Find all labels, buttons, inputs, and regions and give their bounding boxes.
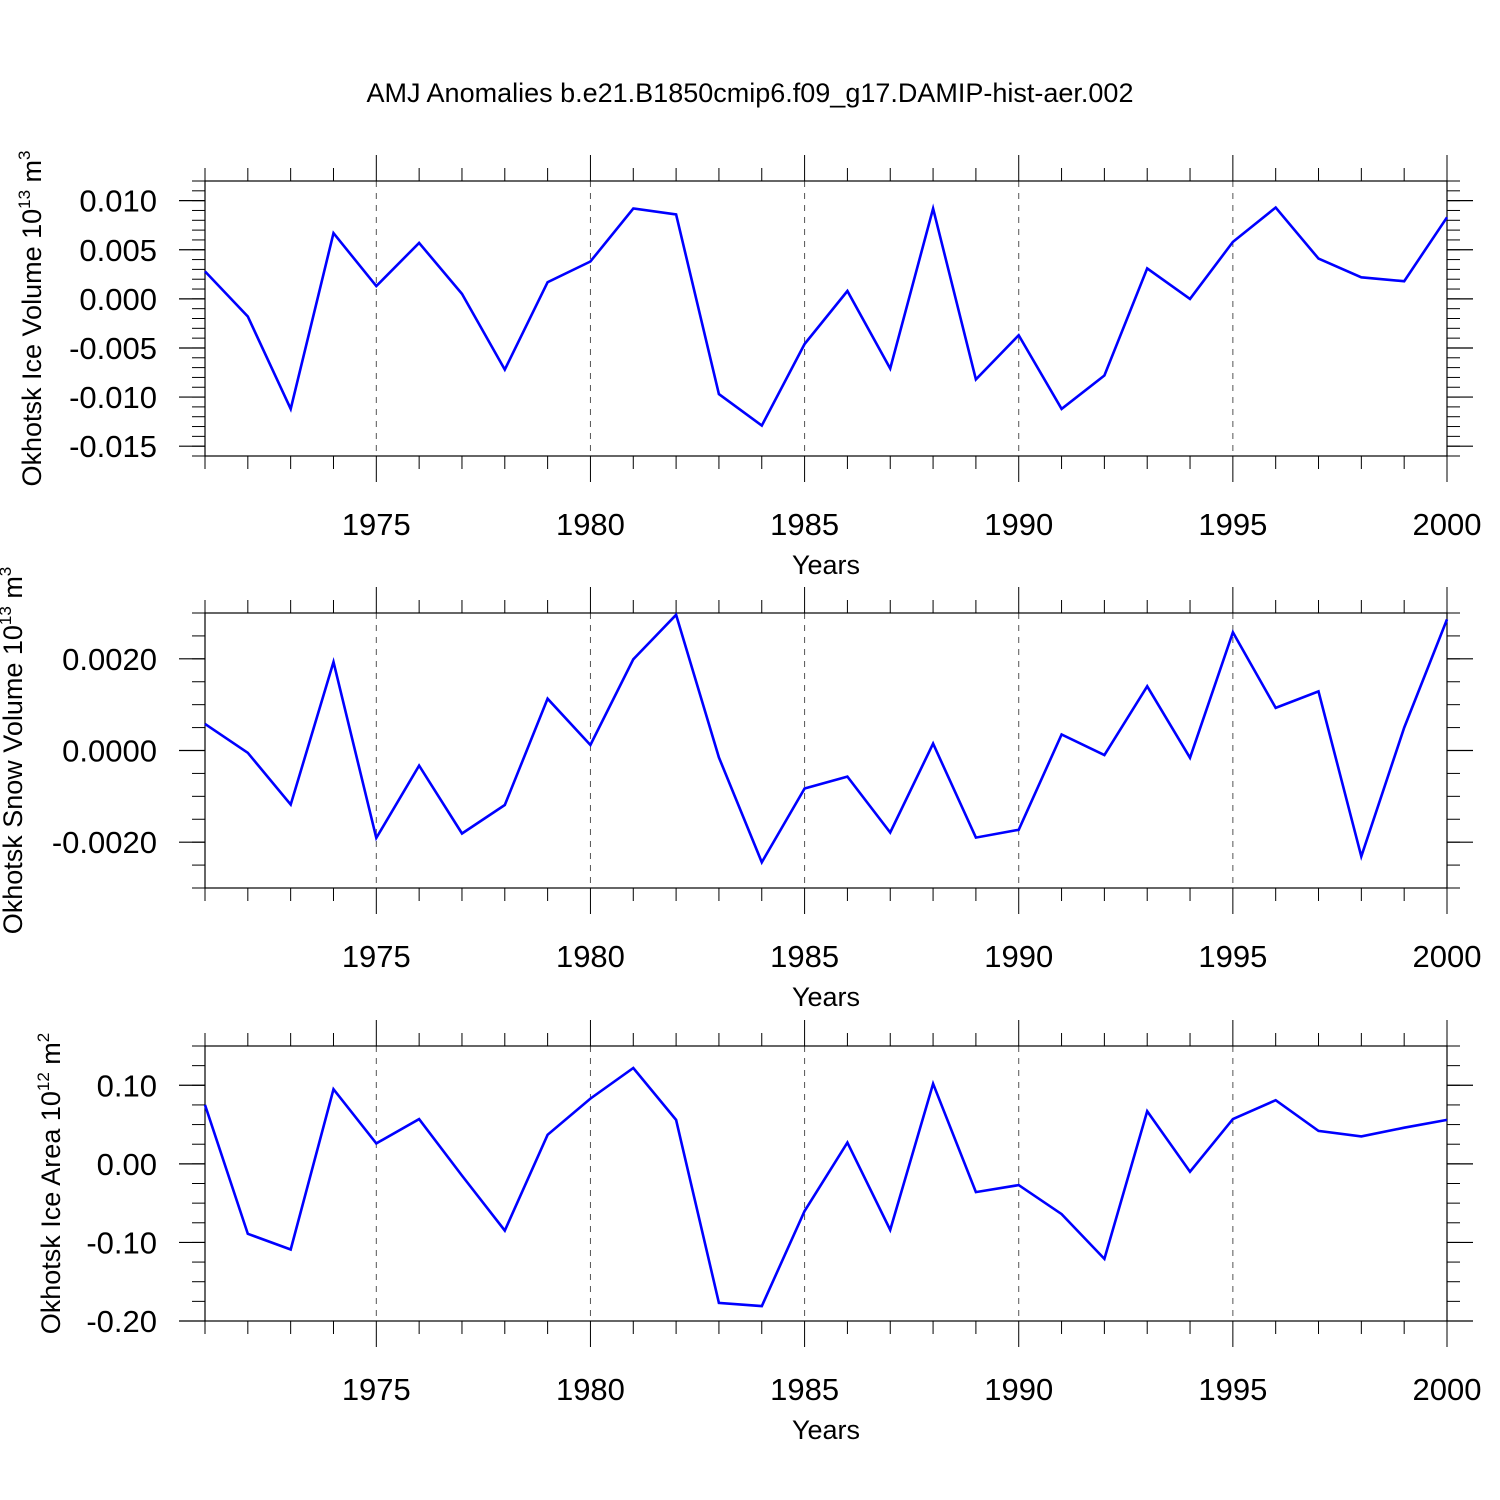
x-tick-label: 1995: [1198, 507, 1267, 542]
x-tick-label: 1975: [342, 507, 411, 542]
x-tick-label: 1990: [984, 939, 1053, 974]
y-tick-label: 0.0000: [62, 734, 157, 769]
series-line-ice-area: [203, 1066, 1448, 1308]
x-tick-label: 1975: [342, 1372, 411, 1407]
series-line-ice-volume: [204, 203, 1449, 428]
x-axis-title: Years: [792, 1415, 860, 1445]
panel-ice-area: 0.10 0.00 -0.10 -0.20 1975 1980 1985 1990 1995 20…: [34, 1020, 1481, 1445]
x-tick-label: 1985: [770, 507, 839, 542]
y-axis-title: Okhotsk Ice Area 1012 m2: [34, 1033, 66, 1335]
plot-frame: [204, 612, 1448, 889]
x-tick-label: 1980: [556, 939, 625, 974]
x-tick-label: 1980: [556, 1372, 625, 1407]
x-tick-label: 1995: [1198, 939, 1267, 974]
panel-snow-volume: 0.0020 0.0000 -0.0020 1975 1980 1985 1990 1995 2…: [0, 567, 1481, 1012]
x-tick-label: 2000: [1413, 1372, 1482, 1407]
y-tick-label: 0.005: [79, 233, 157, 268]
series-line-snow-volume: [204, 612, 1449, 866]
x-tick-label: 2000: [1413, 507, 1482, 542]
y-tick-label: 0.000: [79, 282, 157, 317]
x-tick-label: 1995: [1198, 1372, 1267, 1407]
y-tick-label: -0.005: [69, 331, 157, 366]
x-axis-title: Years: [792, 550, 860, 580]
plot-frame: [204, 1045, 1448, 1322]
y-tick-label: 0.10: [97, 1068, 157, 1103]
x-tick-label: 2000: [1413, 939, 1482, 974]
y-tick-label: 0.0020: [62, 642, 157, 677]
y-axis-title: Okhotsk Snow Volume 1013 m3: [0, 567, 28, 935]
x-tick-label: 1980: [556, 507, 625, 542]
y-tick-label: -0.10: [86, 1225, 157, 1260]
y-tick-label: 0.010: [79, 184, 157, 219]
y-axis-title: Okhotsk Ice Volume 1013 m3: [15, 150, 47, 486]
y-tick-label: 0.00: [97, 1147, 157, 1182]
y-tick-label: -0.0020: [52, 825, 157, 860]
chart-title: AMJ Anomalies b.e21.B1850cmip6.f09_g17.D…: [366, 78, 1134, 108]
y-tick-label: -0.015: [69, 429, 157, 464]
x-tick-label: 1985: [770, 1372, 839, 1407]
x-tick-label: 1990: [984, 507, 1053, 542]
y-tick-label: -0.010: [69, 380, 157, 415]
x-tick-label: 1975: [342, 939, 411, 974]
x-tick-label: 1985: [770, 939, 839, 974]
y-tick-label: -0.20: [86, 1304, 157, 1339]
x-tick-label: 1990: [984, 1372, 1053, 1407]
panel-ice-volume: 0.010 0.005 0.000 -0.005 -0.010 -0.015 1975 198…: [15, 150, 1481, 580]
x-axis-title: Years: [792, 982, 860, 1012]
